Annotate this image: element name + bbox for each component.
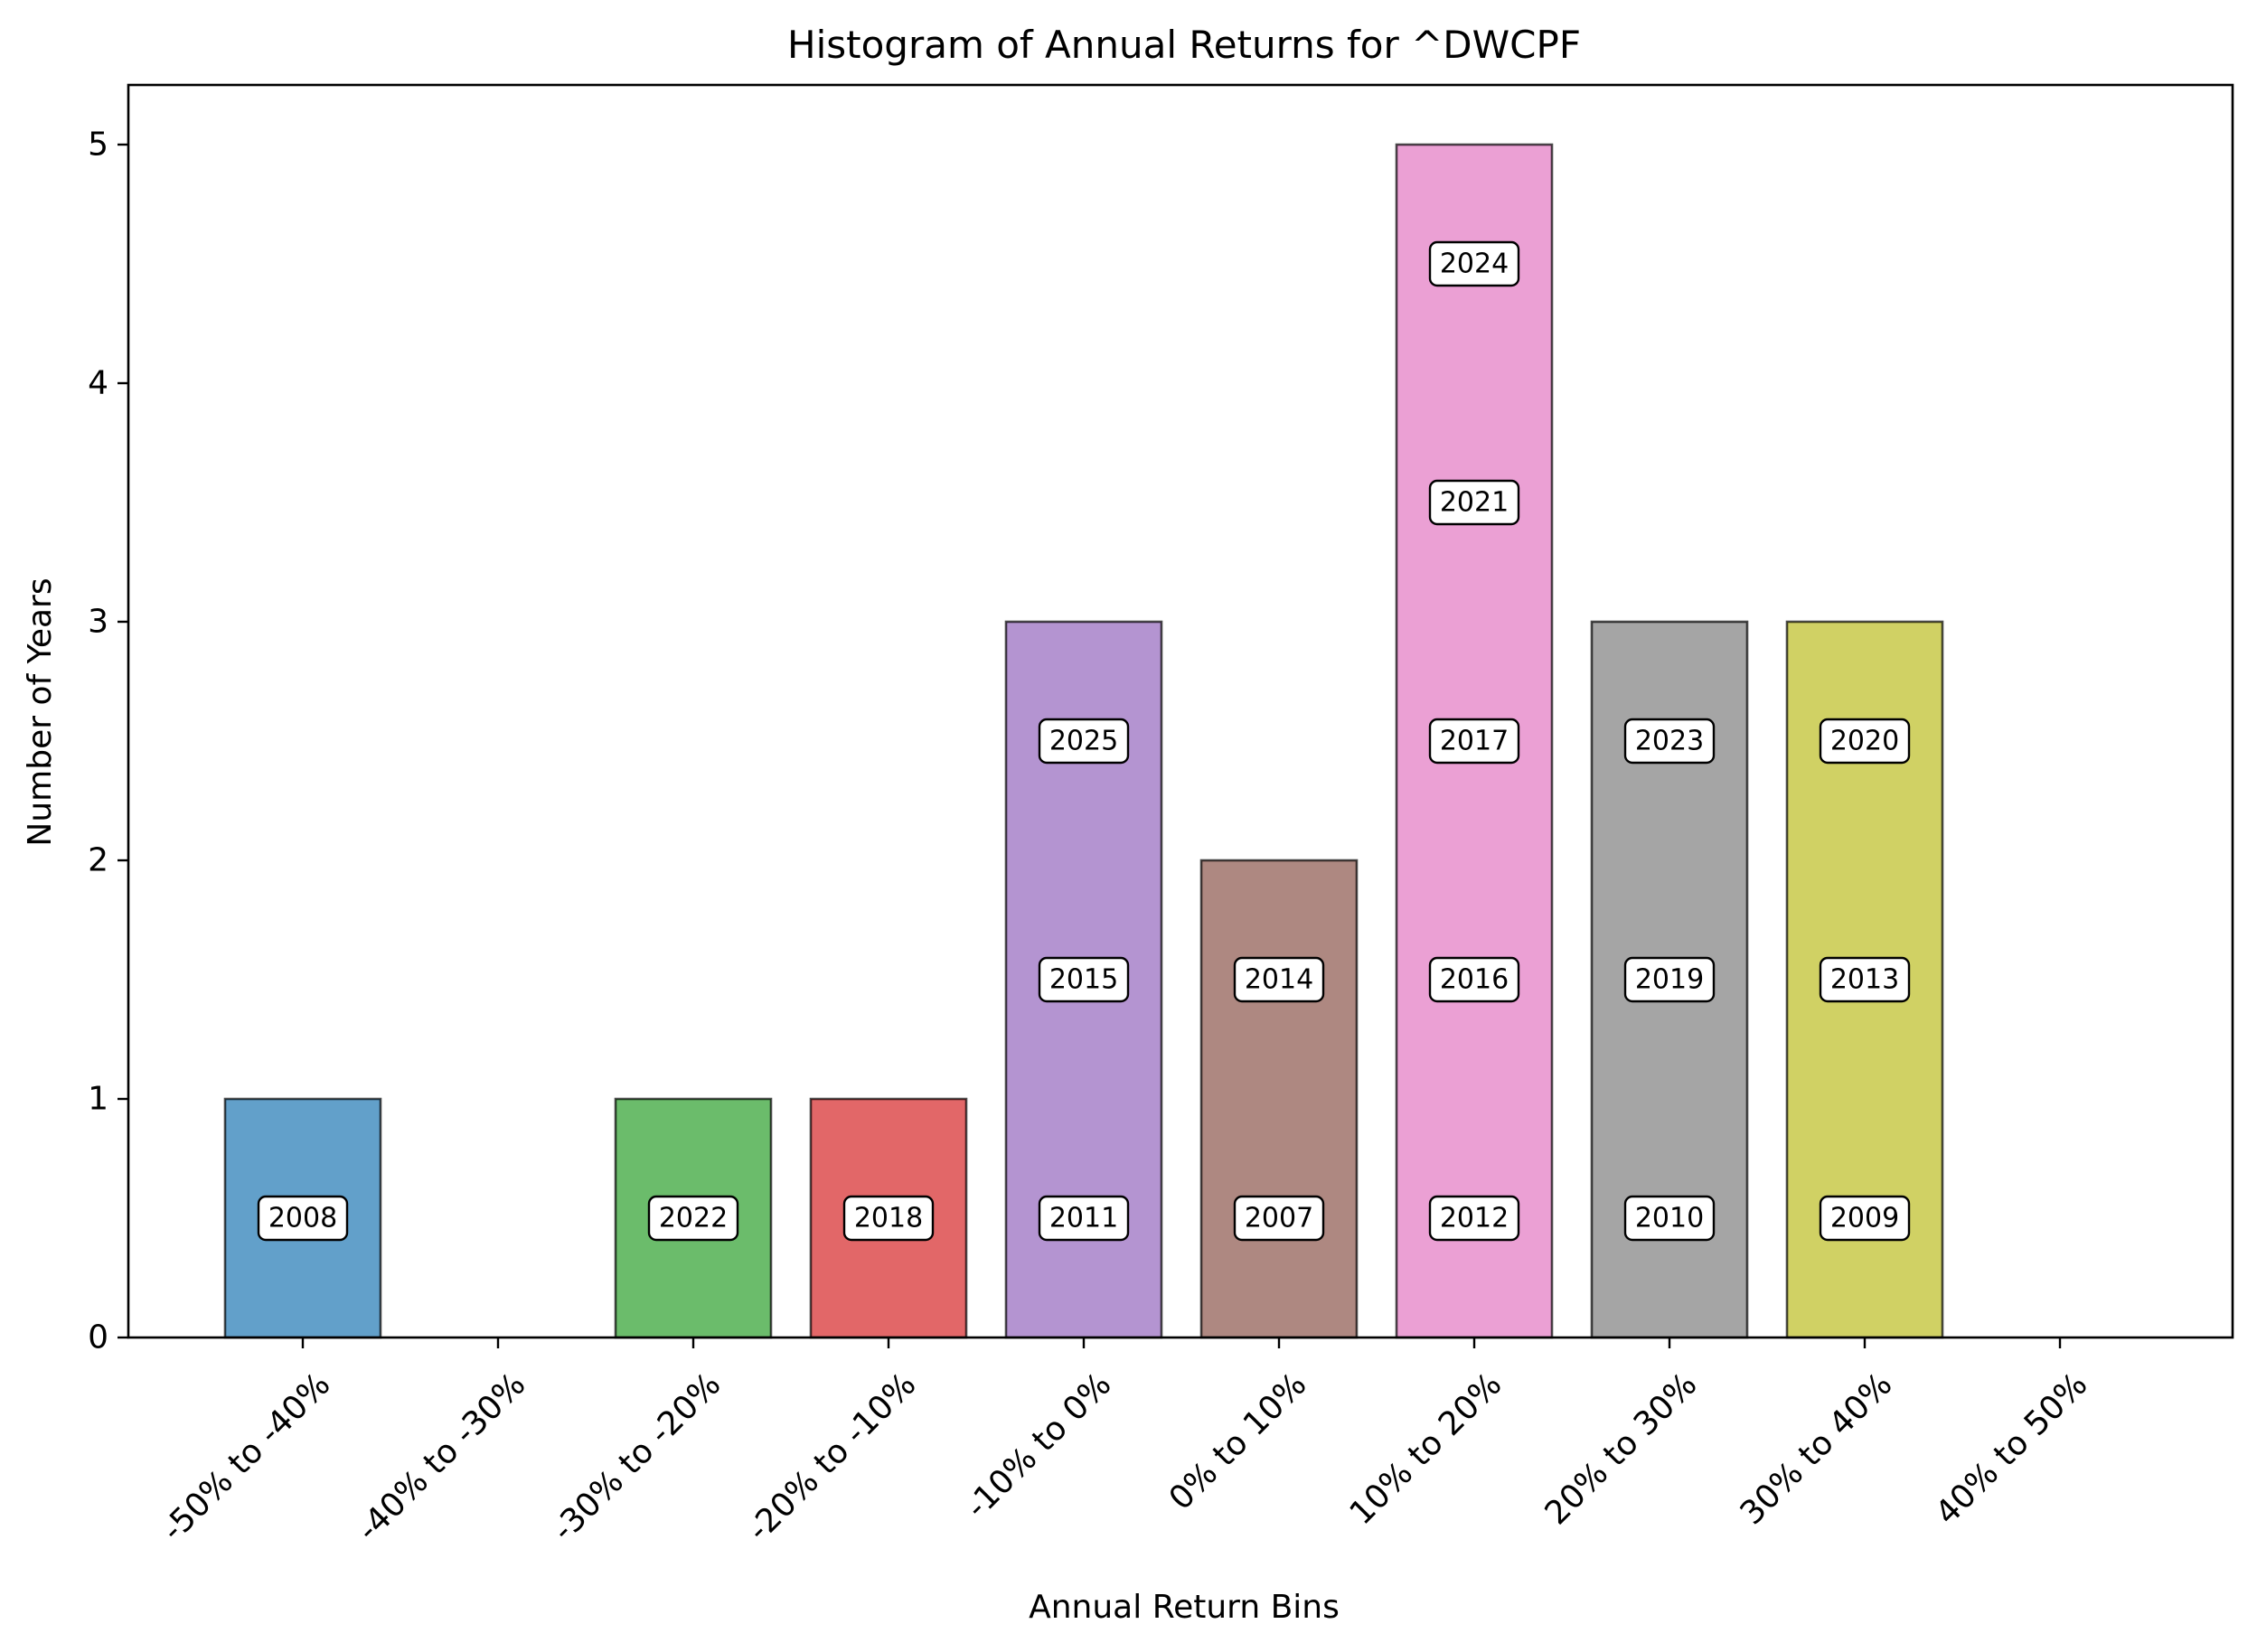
year-label-box [1623, 956, 1716, 1003]
year-label-box [1038, 718, 1130, 765]
y-tick-label: 5 [88, 127, 108, 164]
year-label: 2015 [1049, 964, 1118, 996]
year-label: 2010 [1635, 1203, 1704, 1234]
year-label: 2020 [1830, 726, 1899, 757]
year-label: 2012 [1440, 1203, 1509, 1234]
year-label: 2024 [1440, 249, 1509, 280]
x-tick-label: -50% to -40% [155, 1366, 337, 1548]
year-label-box [1623, 718, 1716, 765]
year-label-box [1819, 718, 1911, 765]
year-label-box [1428, 718, 1520, 765]
year-label-box [1038, 956, 1130, 1003]
plot-area: 2008 2022 2018 2011201520252007201420122016… [88, 83, 2234, 1549]
year-label-box [842, 1195, 935, 1242]
y-tick-label: 4 [88, 365, 108, 402]
year-label: 2008 [268, 1203, 337, 1234]
year-label-box [1038, 1195, 1130, 1242]
year-label-box [1428, 240, 1520, 287]
year-label: 2013 [1830, 964, 1899, 996]
x-tick-label: 30% to 40% [1734, 1366, 1900, 1532]
year-label: 2007 [1245, 1203, 1313, 1234]
x-tick-label: -30% to -20% [545, 1366, 728, 1548]
x-tick-label: 10% to 20% [1343, 1366, 1509, 1532]
year-label-box [1428, 1195, 1520, 1242]
year-label-box [257, 1195, 349, 1242]
plot-frame [127, 83, 2234, 1339]
year-label: 2018 [854, 1203, 923, 1234]
year-label: 2009 [1830, 1203, 1899, 1234]
year-label: 2016 [1440, 964, 1509, 996]
year-label-box [1623, 1195, 1716, 1242]
x-tick-label: -10% to 0% [959, 1366, 1119, 1525]
year-label: 2017 [1440, 726, 1509, 757]
year-label: 2021 [1440, 487, 1509, 519]
year-label: 2025 [1049, 726, 1118, 757]
y-axis-label: Number of Years [22, 577, 59, 846]
y-tick-label: 2 [88, 842, 108, 879]
y-tick-label: 1 [88, 1081, 108, 1118]
year-label-box [1233, 956, 1325, 1003]
x-tick-label: 20% to 30% [1538, 1366, 1705, 1532]
x-tick-label: 40% to 50% [1929, 1366, 2095, 1532]
year-label: 2022 [659, 1203, 728, 1234]
x-axis-label: Annual Return Bins [1029, 1589, 1340, 1626]
year-label-box [1233, 1195, 1325, 1242]
year-label: 2014 [1245, 964, 1313, 996]
x-tick-label: -40% to -30% [350, 1366, 532, 1548]
y-tick-label: 0 [88, 1319, 108, 1356]
year-label-box [1819, 956, 1911, 1003]
year-label-box [1819, 1195, 1911, 1242]
year-label-box [1428, 956, 1520, 1003]
year-label: 2011 [1049, 1203, 1118, 1234]
chart-title: Histogram of Annual Returns for ^DWCPF [787, 23, 1581, 67]
year-label: 2019 [1635, 964, 1704, 996]
year-label-box [1428, 479, 1520, 526]
bar-6 [1199, 859, 1359, 1339]
x-tick-label: 0% to 10% [1162, 1366, 1314, 1517]
year-label: 2023 [1635, 726, 1704, 757]
y-tick-label: 3 [88, 604, 108, 641]
x-tick-label: -20% to -10% [740, 1366, 923, 1548]
year-label-box [647, 1195, 739, 1242]
